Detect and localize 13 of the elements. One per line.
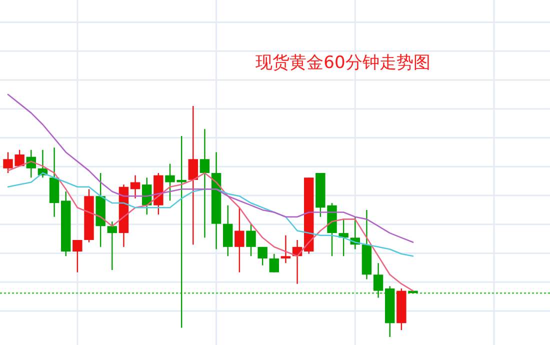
candlestick: [107, 220, 118, 271]
candlestick: [188, 105, 198, 246]
candlestick: [200, 128, 210, 238]
candlestick: [246, 223, 256, 257]
candlestick: [373, 262, 384, 298]
candlestick: [280, 234, 291, 264]
candlestick: [258, 246, 268, 266]
candlestick: [269, 253, 280, 273]
chart-title: 现货黄金60分钟走势图: [256, 53, 430, 73]
candlestick: [130, 174, 140, 199]
candlestick: [72, 239, 82, 273]
candlestick: [222, 204, 233, 257]
candlestick: [234, 207, 244, 273]
